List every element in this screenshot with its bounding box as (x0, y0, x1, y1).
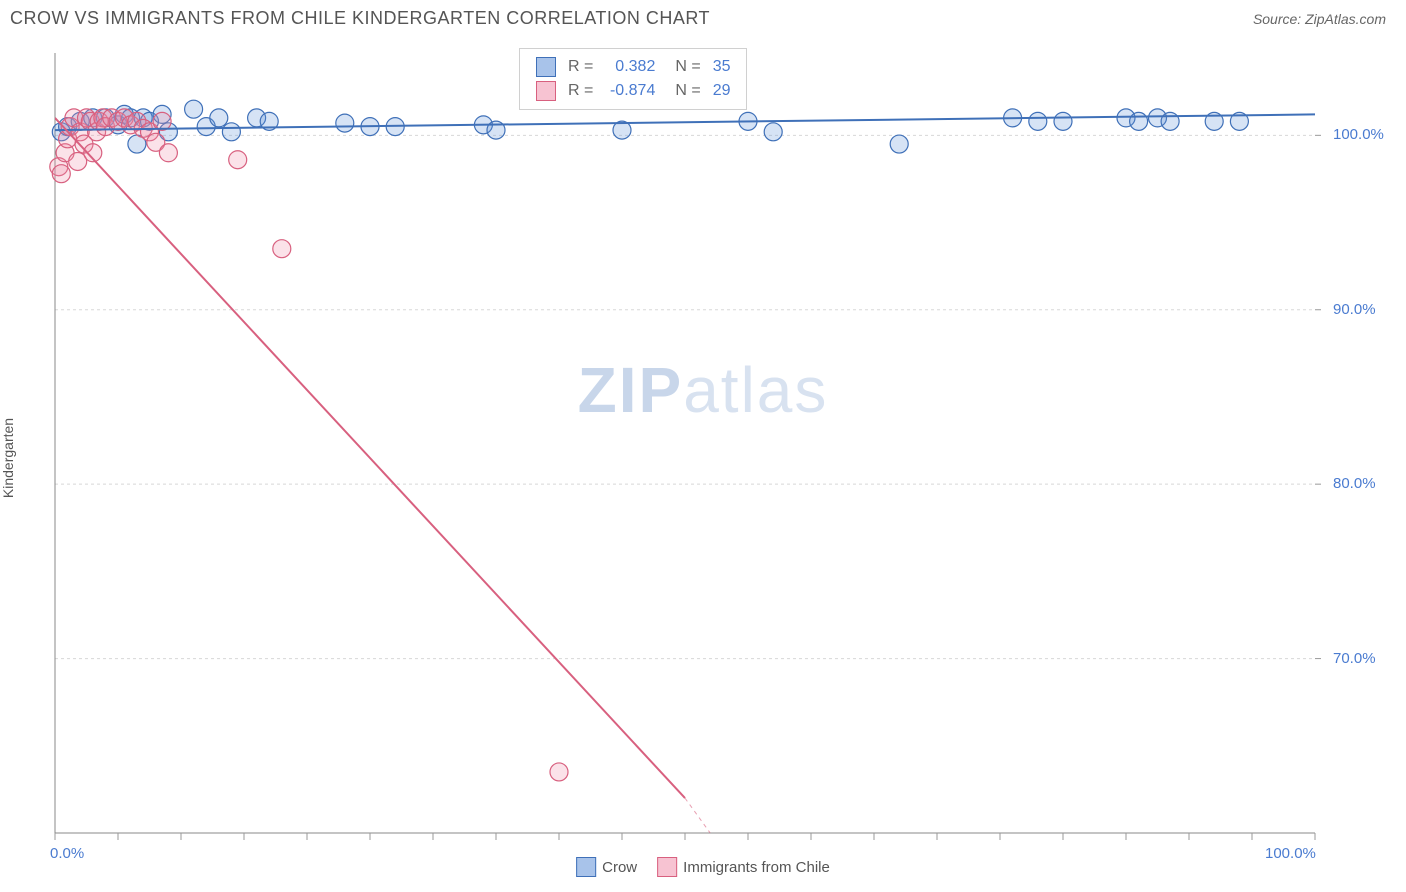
n-value: 35 (707, 55, 737, 79)
trend-line-extended (685, 798, 710, 833)
data-point (550, 763, 568, 781)
chart-header: CROW VS IMMIGRANTS FROM CHILE KINDERGART… (0, 0, 1406, 33)
legend-swatch (576, 857, 596, 877)
data-point (153, 112, 171, 130)
y-axis-label: Kindergarten (0, 418, 16, 498)
data-point (1029, 112, 1047, 130)
n-label: N = (661, 55, 706, 79)
scatter-plot-svg (0, 33, 1406, 863)
data-point (222, 123, 240, 141)
n-label: N = (661, 79, 706, 103)
data-point (890, 135, 908, 153)
data-point (159, 144, 177, 162)
data-point (1130, 112, 1148, 130)
r-value: 0.382 (599, 55, 661, 79)
y-tick-label: 80.0% (1333, 475, 1376, 492)
stat-table: R = 0.382N = 35R = -0.874N = 29 (530, 55, 736, 103)
chart-title: CROW VS IMMIGRANTS FROM CHILE KINDERGART… (10, 8, 710, 29)
data-point (229, 151, 247, 169)
data-point (764, 123, 782, 141)
r-value: -0.874 (599, 79, 661, 103)
chart-source: Source: ZipAtlas.com (1253, 11, 1386, 27)
y-tick-label: 90.0% (1333, 301, 1376, 318)
legend-item: Crow (576, 857, 637, 877)
x-tick-label: 0.0% (50, 845, 84, 862)
y-tick-label: 70.0% (1333, 650, 1376, 667)
data-point (52, 165, 70, 183)
data-point (210, 109, 228, 127)
series-swatch (536, 57, 556, 77)
trend-line (55, 118, 685, 798)
data-point (1161, 112, 1179, 130)
data-point (1054, 112, 1072, 130)
legend-label: Crow (602, 859, 637, 876)
data-point (273, 240, 291, 258)
legend-item: Immigrants from Chile (657, 857, 830, 877)
y-tick-label: 100.0% (1333, 126, 1384, 143)
stat-row: R = 0.382N = 35 (530, 55, 736, 79)
legend-label: Immigrants from Chile (683, 859, 830, 876)
chart-area: Kindergarten ZIPatlas R = 0.382N = 35R =… (0, 33, 1406, 883)
legend-swatch (657, 857, 677, 877)
legend: Crow Immigrants from Chile (576, 857, 830, 877)
data-point (185, 100, 203, 118)
correlation-stat-box: R = 0.382N = 35R = -0.874N = 29 (519, 48, 747, 110)
x-tick-label: 100.0% (1265, 845, 1316, 862)
r-label: R = (562, 55, 599, 79)
data-point (336, 114, 354, 132)
n-value: 29 (707, 79, 737, 103)
r-label: R = (562, 79, 599, 103)
series-swatch (536, 81, 556, 101)
stat-row: R = -0.874N = 29 (530, 79, 736, 103)
